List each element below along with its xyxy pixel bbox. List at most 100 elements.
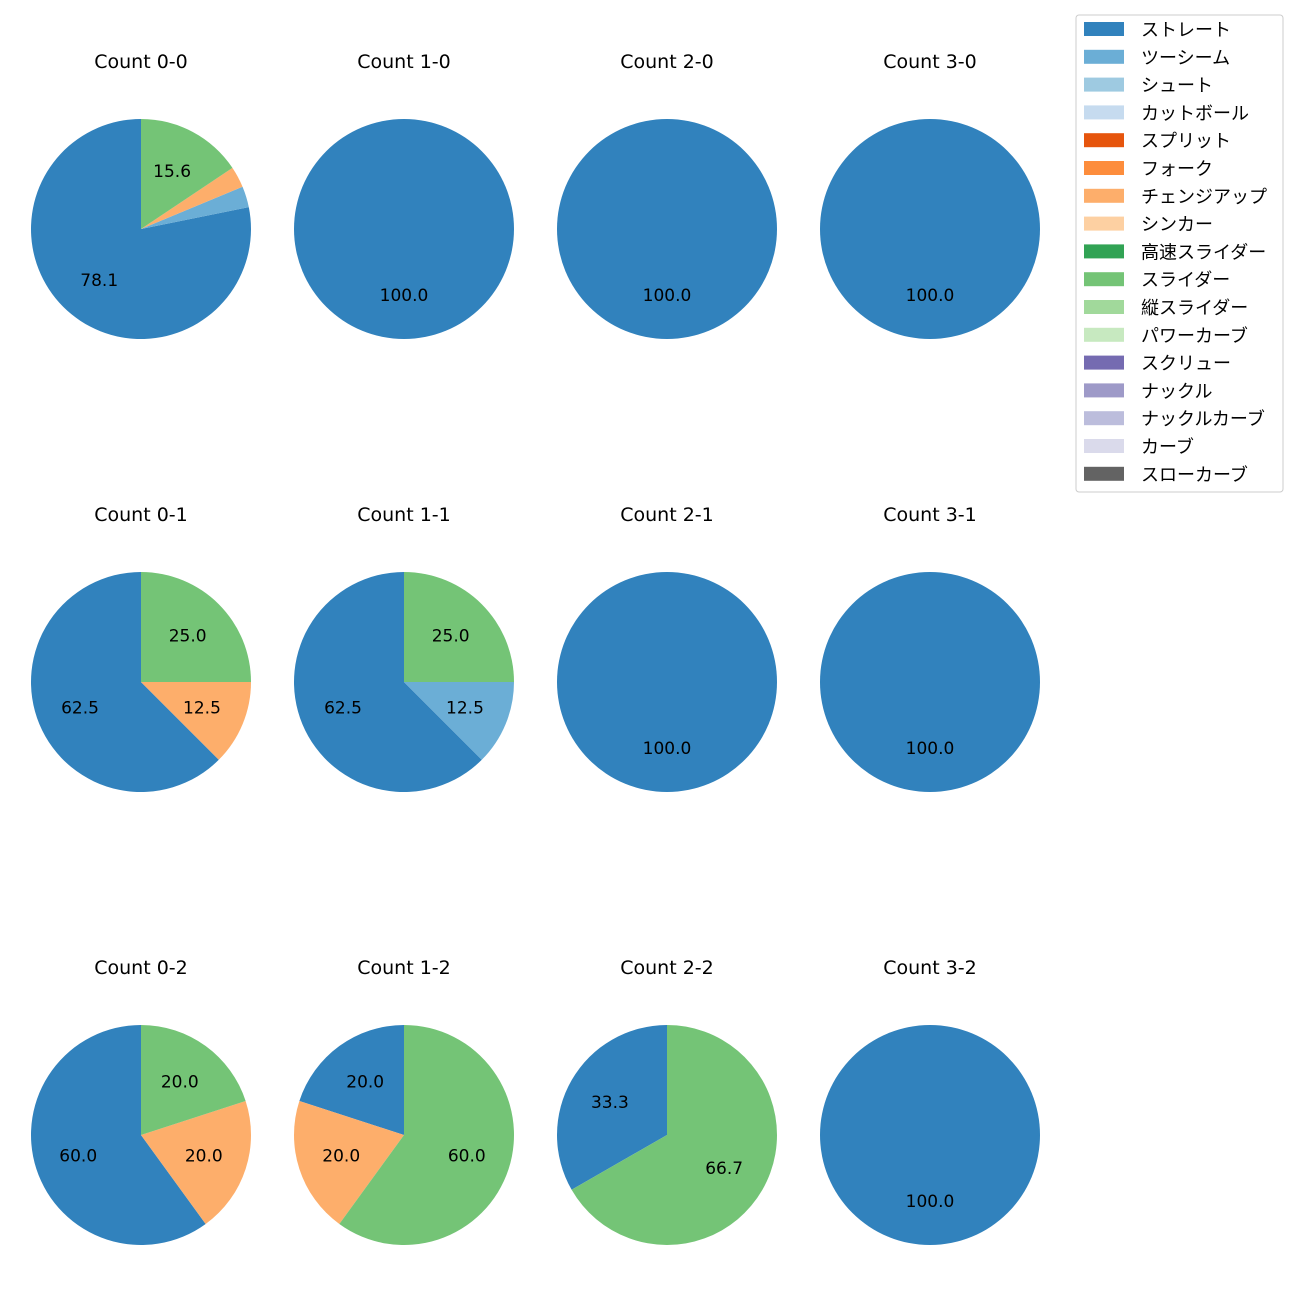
legend-item: 高速スライダー xyxy=(1084,242,1266,263)
legend-item: 縦スライダー xyxy=(1084,298,1248,319)
pie-slice-label: 100.0 xyxy=(380,286,429,306)
pie-slice-count-2-0-0 xyxy=(557,119,777,339)
pie-slice-count-0-2-1 xyxy=(141,1101,252,1224)
pie-title: Count 2-0 xyxy=(620,51,714,73)
pie-title: Count 2-1 xyxy=(620,504,714,526)
pie-slice-count-0-1-0 xyxy=(30,572,219,792)
pie-count-3-2: Count 3-2 100.0 xyxy=(820,957,1040,1245)
legend-swatch xyxy=(1084,411,1124,426)
pie-slice-count-0-1-1 xyxy=(141,682,251,760)
legend-item: ツーシーム xyxy=(1084,48,1230,69)
pie-slice-count-0-2-2 xyxy=(141,1025,246,1135)
pie-slice-count-3-1-0 xyxy=(820,572,1040,792)
pie-slice-label: 20.0 xyxy=(346,1073,384,1093)
pie-slice-count-1-2-0 xyxy=(299,1025,404,1135)
pie-panels: Count 0-078.115.6 Count 1-0 100.0 Count 2-0… xyxy=(30,51,1040,1245)
legend-label: スクリュー xyxy=(1141,354,1231,375)
pie-count-0-0: Count 0-0 78.1 15.6 xyxy=(30,51,251,339)
pie-slice-label: 66.7 xyxy=(705,1159,743,1179)
legend-label: シュート xyxy=(1141,76,1213,97)
pie-slice-count-0-1-2 xyxy=(141,572,251,682)
pie-slice-label: 33.3 xyxy=(591,1093,629,1113)
legend-swatch xyxy=(1084,105,1124,120)
legend-label: ストレート xyxy=(1141,20,1231,41)
legend-swatch xyxy=(1084,22,1124,36)
legend-swatch xyxy=(1084,161,1124,175)
legend-swatch xyxy=(1084,327,1124,342)
pie-slice-count-0-0-1 xyxy=(141,186,249,229)
pie-count-3-0: Count 3-0 100.0 xyxy=(820,51,1040,339)
legend-label: ツーシーム xyxy=(1141,48,1230,69)
legend-item: シンカー xyxy=(1084,215,1213,236)
pie-slice-count-1-2-1 xyxy=(293,1101,404,1224)
pie-count-0-2: Count 0-2 60.0 20.0 20.0 xyxy=(31,957,252,1245)
legend-label: カットボール xyxy=(1141,103,1249,124)
legend: ストレートツーシームシュートカットボールスプリットフォークチェンジアップシンカー… xyxy=(1075,14,1284,493)
pie-slice-label: 62.5 xyxy=(61,698,99,718)
pie-slice-count-2-1-0 xyxy=(557,572,777,792)
pie-slice-count-3-2-0 xyxy=(820,1025,1040,1245)
pie-slice-label: 100.0 xyxy=(643,286,692,306)
pie-slice-count-1-0-0 xyxy=(294,119,514,339)
pie-slice-label: 100.0 xyxy=(906,286,955,306)
pie-slice-count-1-1-2 xyxy=(404,572,514,682)
pie-slice-label: 100.0 xyxy=(906,1192,955,1212)
pie-slice-label: 12.5 xyxy=(446,698,484,718)
pie-slice-count-1-2-2 xyxy=(339,1025,514,1245)
pie-title: Count 0-0 xyxy=(94,51,188,73)
pie-slice-count-2-2-1 xyxy=(571,1025,777,1245)
legend-item: スクリュー xyxy=(1084,354,1231,375)
pie-slice-count-2-2-0 xyxy=(556,1025,667,1190)
legend-item: スプリット xyxy=(1084,131,1231,152)
pie-slice-count-0-0-2 xyxy=(141,167,243,229)
legend-item: カットボール xyxy=(1084,103,1249,124)
legend-swatch xyxy=(1084,133,1124,148)
legend-swatch xyxy=(1084,466,1124,481)
legend-item: スライダー xyxy=(1084,270,1230,291)
legend-label: スプリット xyxy=(1141,131,1231,152)
legend-label: カーブ xyxy=(1141,436,1194,458)
legend-label: チェンジアップ xyxy=(1141,187,1267,208)
legend-label: パワーカーブ xyxy=(1141,325,1248,347)
legend-swatch xyxy=(1084,77,1124,92)
legend-label: ナックルカーブ xyxy=(1141,408,1265,430)
legend-item: パワーカーブ xyxy=(1084,325,1248,347)
pie-slice-label: 60.0 xyxy=(59,1146,97,1166)
pie-count-0-1: Count 0-1 62.5 12.5 25.0 xyxy=(30,504,251,792)
pie-slice-label: 25.0 xyxy=(169,626,207,646)
pie-slice-label: 20.0 xyxy=(161,1073,199,1093)
legend-label: 縦スライダー xyxy=(1141,298,1248,319)
legend-item: スローカーブ xyxy=(1084,464,1248,486)
pie-slice-label: 100.0 xyxy=(906,739,955,759)
legend-swatch xyxy=(1084,300,1124,314)
pie-slice-label: 25.0 xyxy=(432,626,470,646)
pie-slice-count-0-0-0 xyxy=(30,119,251,339)
pie-slice-label: 12.5 xyxy=(183,698,221,718)
legend-item: ナックルカーブ xyxy=(1084,408,1265,430)
pie-title: Count 2-2 xyxy=(620,957,714,979)
legend-label: ナックル xyxy=(1141,381,1212,402)
legend-swatch xyxy=(1084,216,1124,231)
legend-swatch xyxy=(1084,244,1124,259)
pie-slice-label: 20.0 xyxy=(185,1146,223,1166)
pie-title: Count 0-2 xyxy=(94,957,188,979)
legend-swatch xyxy=(1084,439,1124,453)
legend-swatch xyxy=(1084,355,1124,370)
legend-label: スライダー xyxy=(1141,270,1230,291)
pie-slice-count-0-2-0 xyxy=(31,1025,206,1245)
legend-label: スローカーブ xyxy=(1141,464,1248,486)
legend-item: シュート xyxy=(1084,76,1213,97)
pie-title: Count 3-1 xyxy=(883,504,977,526)
pie-slice-label: 15.6 xyxy=(153,162,191,182)
pie-slice-count-1-1-0 xyxy=(293,572,482,792)
legend-label: フォーク xyxy=(1141,159,1213,180)
pie-slice-count-1-1-1 xyxy=(404,682,514,760)
pie-title: Count 1-2 xyxy=(357,957,451,979)
pie-count-1-2: Count 1-2 20.0 20.0 60.0 xyxy=(293,957,514,1245)
pie-count-1-1: Count 1-1 62.5 12.5 25.0 xyxy=(293,504,514,792)
pie-count-2-2: Count 2-2 33.3 66.7 xyxy=(556,957,777,1245)
pie-title: Count 1-0 xyxy=(357,51,451,73)
pie-title: Count 1-1 xyxy=(357,504,451,526)
pie-title: Count 3-2 xyxy=(883,957,977,979)
